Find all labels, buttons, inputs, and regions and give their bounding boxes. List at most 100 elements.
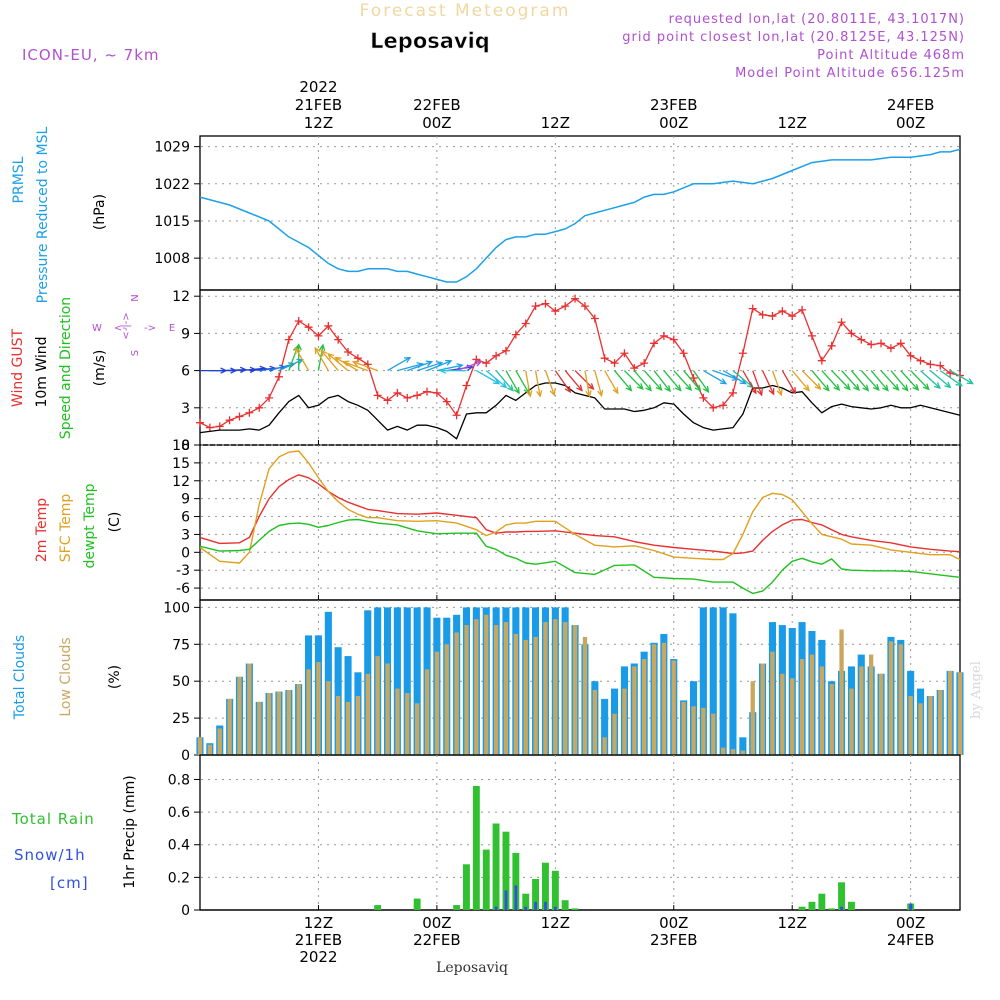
low-cloud-bar bbox=[938, 690, 943, 755]
wind-arrow-head bbox=[576, 384, 583, 392]
gust-point bbox=[748, 304, 757, 313]
clouds-frame bbox=[199, 599, 961, 756]
ytick-label: 0 bbox=[181, 545, 190, 561]
wind-arrow bbox=[387, 357, 411, 372]
location-title: Leposaviq bbox=[370, 29, 490, 53]
low-cloud-bar bbox=[819, 666, 824, 755]
gust-point bbox=[916, 356, 925, 365]
wind-arrow-head bbox=[564, 385, 572, 394]
total-cloud-bar bbox=[393, 607, 401, 755]
wind-arrow-head bbox=[513, 387, 520, 395]
total-cloud-bar bbox=[413, 607, 421, 755]
gust-point bbox=[196, 418, 204, 427]
wind-arrow bbox=[752, 370, 763, 396]
gust-point bbox=[886, 344, 895, 353]
product-title: Forecast Meteogram bbox=[360, 1, 571, 21]
low-cloud-bar bbox=[336, 696, 341, 755]
gust-point bbox=[551, 307, 560, 316]
wind-arrow-head bbox=[814, 383, 822, 391]
wind-arrow-head bbox=[314, 346, 321, 355]
snow-bar bbox=[544, 901, 547, 910]
low-cloud-bar bbox=[296, 684, 301, 755]
low-cloud-bar bbox=[395, 688, 400, 755]
gust-point bbox=[442, 397, 451, 406]
compass-left: <- bbox=[114, 323, 126, 334]
snow-bar bbox=[534, 901, 537, 910]
gust-point bbox=[255, 403, 264, 412]
gust-point bbox=[571, 294, 580, 303]
top-time-label: 00Z bbox=[422, 114, 451, 132]
ytick-label: 0.6 bbox=[168, 805, 190, 821]
low-cloud-bar bbox=[809, 654, 815, 755]
wind-arrow-head bbox=[536, 390, 543, 398]
bottom-time-label: 00Z bbox=[422, 914, 451, 932]
gust-point bbox=[245, 408, 254, 417]
low-cloud-bar bbox=[878, 673, 884, 755]
low-cloud-bar bbox=[918, 703, 923, 755]
precip-ylabel: 1hr Precip (mm) bbox=[122, 775, 138, 888]
low-cloud-bar bbox=[829, 684, 834, 755]
bottom-time-label: 2022 bbox=[299, 948, 337, 966]
low-cloud-bar bbox=[908, 696, 913, 755]
wind-arrow-head bbox=[500, 381, 508, 389]
wind-arrow bbox=[353, 361, 378, 372]
wind-arrow-head bbox=[872, 383, 880, 392]
panel-clouds: 0 25 50 75 100 Total Clouds Low Clouds (%) bbox=[12, 599, 964, 764]
low-cloud-bar bbox=[721, 747, 726, 755]
low-cloud-bar bbox=[345, 701, 351, 755]
low-cloud-bar bbox=[799, 659, 805, 755]
low-cloud-bar bbox=[790, 678, 795, 755]
top-time-label: 22FEB bbox=[413, 96, 460, 114]
low-cloud-bar bbox=[849, 688, 854, 755]
low-cloud-bar bbox=[405, 693, 410, 755]
ytick-label: 50 bbox=[172, 674, 190, 690]
total-cloud-bar bbox=[709, 607, 717, 755]
wind-arrow bbox=[949, 370, 973, 385]
low-cloud-bar bbox=[326, 681, 331, 755]
wind-arrow bbox=[742, 370, 757, 394]
wind-arrow-head bbox=[341, 360, 350, 367]
bottom-time-label: 00Z bbox=[659, 914, 688, 932]
ytick-label: 100 bbox=[163, 600, 190, 616]
gust-point bbox=[738, 349, 747, 358]
precip-ylabel-rain: Total Rain bbox=[11, 810, 95, 828]
low-cloud-bar bbox=[642, 659, 647, 755]
wind10m-line bbox=[199, 382, 961, 440]
wind-arrow-head bbox=[685, 383, 693, 392]
low-cloud-bar bbox=[869, 654, 874, 755]
low-cloud-bar bbox=[750, 681, 755, 755]
ytick-label: 3 bbox=[181, 401, 190, 417]
gust-point bbox=[462, 381, 471, 390]
gust-point bbox=[758, 310, 767, 319]
snow-bar bbox=[909, 903, 913, 910]
wind-arrow bbox=[574, 370, 594, 390]
gust-point bbox=[847, 329, 856, 338]
low-cloud-bar bbox=[671, 660, 676, 755]
total-cloud-bar bbox=[601, 698, 609, 755]
wind-arrow bbox=[870, 370, 889, 391]
low-cloud-bar bbox=[494, 625, 499, 755]
low-cloud-bar bbox=[197, 737, 203, 755]
wind-arrow-head bbox=[833, 383, 841, 392]
low-cloud-bar bbox=[859, 666, 864, 755]
ytick-label: -6 bbox=[176, 581, 190, 597]
gust-point bbox=[719, 401, 728, 410]
wind-arrow bbox=[314, 347, 329, 371]
wind-arrow-head bbox=[912, 383, 920, 392]
wind-arrow-head bbox=[585, 390, 592, 398]
temp-ylabel-sfc: SFC Temp bbox=[58, 494, 74, 563]
low-cloud-bar bbox=[474, 619, 479, 755]
wind-arrow bbox=[831, 370, 851, 390]
gust-point bbox=[857, 335, 866, 344]
wind-arrow-head bbox=[445, 359, 453, 366]
pressure-ylabel-2: Pressure Reduced to MSL bbox=[35, 126, 51, 303]
wind-arrow-head bbox=[853, 383, 860, 392]
rain-bar bbox=[561, 900, 569, 910]
low-cloud-bar bbox=[257, 701, 262, 755]
wind-arrow bbox=[910, 370, 930, 390]
low-cloud-bar bbox=[217, 728, 222, 755]
rain-bar bbox=[571, 908, 579, 910]
wind-arrow-head bbox=[438, 367, 447, 374]
top-time-label: 2022 bbox=[299, 78, 337, 96]
